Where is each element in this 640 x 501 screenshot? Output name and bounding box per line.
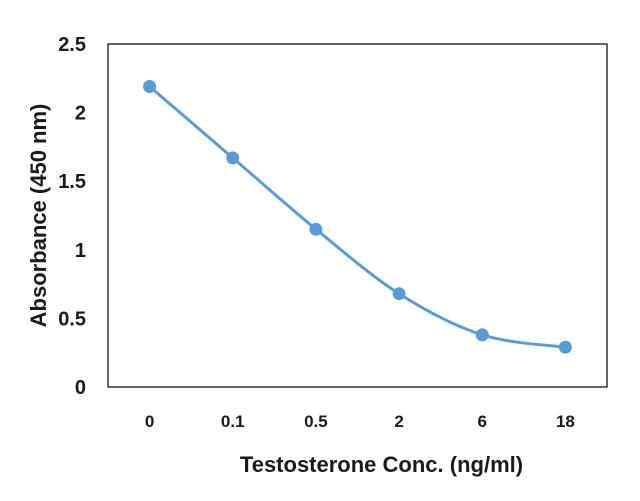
series-layer <box>143 80 572 354</box>
x-tick-label: 0.1 <box>221 412 245 431</box>
x-tick-label: 6 <box>478 412 487 431</box>
data-point <box>143 80 157 94</box>
y-tick-label: 0.5 <box>58 308 86 330</box>
y-tick-label: 0 <box>75 377 86 399</box>
data-point <box>558 340 572 354</box>
x-tick-label: 18 <box>556 412 575 431</box>
x-tick-labels: 0 0.1 0.5 2 6 18 <box>145 412 575 431</box>
y-tick-label: 1 <box>75 240 86 262</box>
y-tick-label: 2 <box>75 103 86 125</box>
x-tick-label: 2 <box>394 412 403 431</box>
data-point <box>309 222 323 236</box>
y-tick-labels: 0 0.5 1 1.5 2 2.5 <box>58 34 86 399</box>
series-line <box>148 85 566 349</box>
y-tick-label: 1.5 <box>58 171 86 193</box>
y-axis-title: Absorbance (450 nm) <box>26 104 51 328</box>
y-tick-label: 2.5 <box>58 34 86 56</box>
plot-area-frame <box>107 43 608 388</box>
x-axis-title: Testosterone Conc. (ng/ml) <box>240 452 523 477</box>
x-tick-label: 0 <box>145 412 154 431</box>
data-point <box>392 287 406 301</box>
x-tick-label: 0.5 <box>304 412 328 431</box>
data-point <box>475 328 489 342</box>
data-point <box>226 151 240 165</box>
